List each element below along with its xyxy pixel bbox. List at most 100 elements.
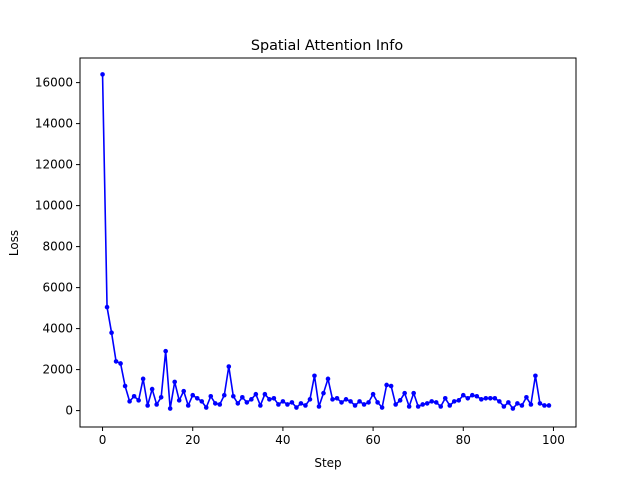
data-point <box>397 398 403 403</box>
data-point <box>172 379 177 385</box>
x-tick-label: 20 <box>185 433 200 447</box>
data-point <box>194 396 200 401</box>
data-point <box>190 392 196 398</box>
data-point <box>533 373 538 379</box>
data-point <box>136 398 141 403</box>
data-point <box>438 404 444 409</box>
data-point <box>519 403 525 408</box>
data-point <box>285 402 290 407</box>
data-point <box>542 403 547 408</box>
data-point <box>316 404 322 409</box>
data-point <box>370 391 376 397</box>
data-point <box>524 394 529 400</box>
data-point <box>289 400 295 405</box>
data-point <box>357 399 362 404</box>
data-point <box>515 401 520 406</box>
data-point <box>267 397 272 402</box>
data-point <box>149 386 155 392</box>
data-point <box>298 401 304 406</box>
x-tick-label: 80 <box>456 433 471 447</box>
data-point <box>226 364 232 369</box>
data-point <box>451 399 457 404</box>
data-point <box>303 403 308 408</box>
data-point <box>127 399 132 404</box>
data-point <box>249 397 254 402</box>
data-point <box>217 402 223 407</box>
x-tick-label: 0 <box>99 433 107 447</box>
data-point <box>208 393 214 399</box>
data-point <box>253 391 259 397</box>
plot-frame <box>79 57 577 428</box>
data-point <box>235 401 241 406</box>
y-tick-label: 10000 <box>35 199 73 213</box>
data-point <box>118 361 123 366</box>
data-point <box>199 399 205 404</box>
data-point <box>510 406 516 411</box>
data-point <box>433 400 439 405</box>
data-point <box>100 72 105 77</box>
data-point <box>312 373 317 379</box>
data-point <box>528 402 534 407</box>
data-point <box>167 406 173 411</box>
data-point <box>131 393 137 399</box>
data-point <box>465 396 471 401</box>
chart-title: Spatial Attention Info <box>251 38 404 54</box>
data-point <box>366 400 371 405</box>
data-point <box>280 399 286 404</box>
x-tick-label: 40 <box>275 433 290 447</box>
data-point <box>262 391 268 397</box>
data-point <box>104 304 110 310</box>
y-tick-label: 14000 <box>35 117 73 131</box>
data-point <box>343 397 349 402</box>
data-point <box>537 401 543 406</box>
y-tick-label: 12000 <box>35 158 73 172</box>
y-tick-label: 8000 <box>42 240 73 254</box>
data-point <box>176 398 182 403</box>
plot-area <box>100 72 552 411</box>
data-point <box>212 401 218 406</box>
data-point <box>330 397 335 402</box>
data-point <box>460 392 466 398</box>
data-point <box>307 397 313 402</box>
data-point <box>411 390 416 396</box>
y-tick-label: 6000 <box>42 281 73 295</box>
data-point <box>145 403 150 408</box>
data-point <box>154 402 159 407</box>
data-point <box>352 403 358 408</box>
y-tick-label: 2000 <box>42 363 73 377</box>
data-point <box>185 403 191 408</box>
data-point <box>361 402 367 407</box>
data-point <box>379 405 385 410</box>
data-point <box>113 359 119 364</box>
data-point <box>244 400 250 405</box>
x-tick-label: 100 <box>542 433 565 447</box>
data-point <box>483 396 489 401</box>
data-point <box>393 402 398 407</box>
data-point <box>415 404 421 409</box>
y-tick-label: 0 <box>65 404 73 418</box>
data-point <box>325 376 331 382</box>
data-point <box>424 401 430 406</box>
data-point <box>339 400 344 405</box>
data-point <box>276 402 281 407</box>
y-tick-label: 4000 <box>42 322 73 336</box>
data-point <box>546 403 552 408</box>
data-point <box>442 396 448 401</box>
y-axis: 0 2000 4000 6000 8000 10000 12000 14000 16000 <box>35 76 80 418</box>
data-point <box>181 388 187 394</box>
data-point <box>479 397 484 402</box>
data-point <box>348 399 353 404</box>
data-point <box>321 390 326 396</box>
data-point <box>447 403 453 408</box>
data-point <box>497 399 502 404</box>
data-point <box>506 400 511 405</box>
data-point <box>420 402 425 407</box>
data-point <box>221 392 227 398</box>
data-point <box>122 383 128 389</box>
data-point <box>163 348 168 354</box>
data-point <box>492 396 498 401</box>
data-point <box>402 390 407 396</box>
y-tick-label: 16000 <box>35 76 73 90</box>
data-point <box>271 396 277 401</box>
